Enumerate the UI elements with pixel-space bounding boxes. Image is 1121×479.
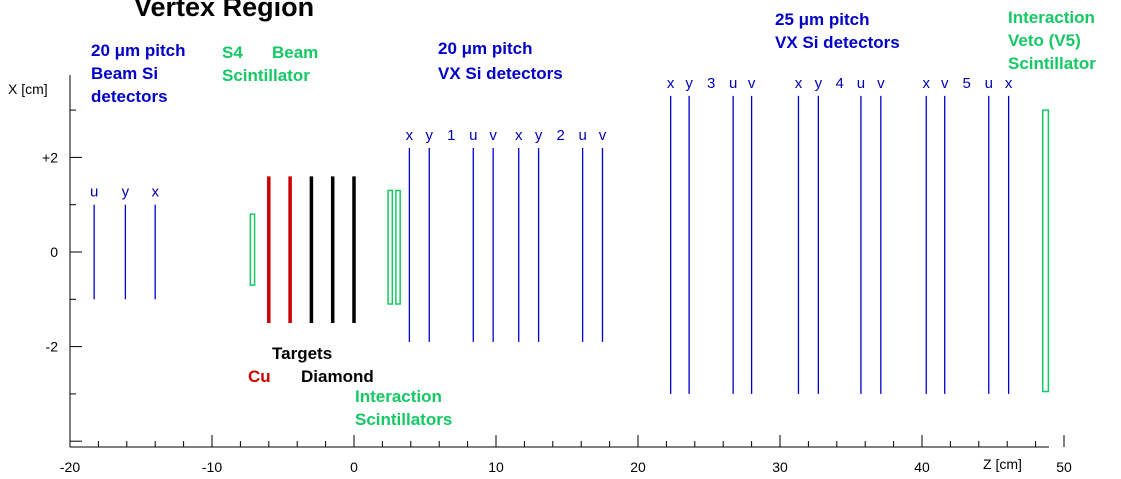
int-scint-line1: Interaction xyxy=(355,387,442,406)
beam-scint-line1: Beam xyxy=(272,43,318,62)
vx-station-label: 1 xyxy=(447,127,455,144)
veto-scintillator xyxy=(1041,109,1050,393)
beam-scint-line2: Scintillator xyxy=(222,66,310,85)
vx-plane-label: v xyxy=(489,127,497,144)
vx-plane-label: u xyxy=(857,75,865,92)
y-tick-label: +2 xyxy=(42,149,58,165)
vx-plane-label: u xyxy=(469,127,477,144)
vx-plane-label: x xyxy=(1005,75,1013,92)
vx-plane-label: x xyxy=(406,127,414,144)
vx-plane-label: x xyxy=(515,127,523,144)
x-tick-label: -10 xyxy=(202,459,222,475)
y-tick-label: -2 xyxy=(46,339,59,355)
vx-plane-label: x xyxy=(795,75,803,92)
beam-si-line3: detectors xyxy=(91,87,168,106)
vx-plane-label: u xyxy=(578,127,586,144)
targets-annotation: Targets Cu Diamond xyxy=(248,344,374,386)
veto-line3: Scintillator xyxy=(1008,54,1096,73)
vx-station-label: 3 xyxy=(707,75,715,92)
vx-plane-label: y xyxy=(815,75,823,92)
veto-annotation: Interaction Veto (V5) Scintillator xyxy=(1008,8,1096,73)
vx-plane-label: v xyxy=(941,75,949,92)
vx-station-label: 5 xyxy=(963,75,971,92)
x-tick-label: 20 xyxy=(630,459,646,475)
vx20-pitch: 20 μm pitch xyxy=(438,39,532,58)
vx25-line2: VX Si detectors xyxy=(775,33,900,52)
vx20-annotation: 20 μm pitch VX Si detectors xyxy=(438,39,563,83)
x-tick-label: 50 xyxy=(1056,459,1072,475)
beam-si-plane-label: x xyxy=(151,184,159,201)
vx-plane-label: x xyxy=(923,75,931,92)
veto-line1: Interaction xyxy=(1008,8,1095,27)
x-tick-label: 0 xyxy=(350,459,358,475)
vx-plane-label: y xyxy=(685,75,693,92)
x-tick-label: -20 xyxy=(60,459,80,475)
x-tick-label: 10 xyxy=(488,459,504,475)
y-tick-label: 0 xyxy=(50,244,58,260)
interaction-scintillator xyxy=(387,189,394,305)
vx-plane-label: u xyxy=(985,75,993,92)
vx-plane-label: x xyxy=(667,75,675,92)
beam-si-plane-label: y xyxy=(122,184,130,201)
axes xyxy=(69,75,1049,448)
vx-station-label: 4 xyxy=(835,75,843,92)
vx-plane-label: u xyxy=(729,75,737,92)
vx25-annotation: 25 μm pitch VX Si detectors xyxy=(775,10,900,52)
cu-label: Cu xyxy=(248,367,271,386)
targets-label: Targets xyxy=(272,344,332,363)
s4-label: S4 xyxy=(222,43,243,62)
beam-si-annotation: 20 μm pitch Beam Si detectors xyxy=(91,41,185,106)
diagram-title: Vertex Region xyxy=(134,0,314,22)
int-scint-line2: Scintillators xyxy=(355,410,452,429)
interaction-scintillator xyxy=(395,189,401,305)
x-tick-label: 40 xyxy=(914,459,930,475)
vx-plane-label: v xyxy=(599,127,607,144)
diamond-label: Diamond xyxy=(301,367,374,386)
s4-scintillator xyxy=(249,213,256,286)
x-axis-label: Z [cm] xyxy=(983,456,1022,472)
beam-scintillator-annotation: S4 Beam Scintillator xyxy=(222,43,318,85)
beam-si-plane-label: u xyxy=(90,184,98,201)
vx-plane-label: v xyxy=(748,75,756,92)
interaction-scint-annotation: Interaction Scintillators xyxy=(355,387,452,429)
vx-plane-label: v xyxy=(877,75,885,92)
vx-plane-label: y xyxy=(426,127,434,144)
x-tick-label: 30 xyxy=(772,459,788,475)
veto-line2: Veto (V5) xyxy=(1008,31,1081,50)
vx25-pitch: 25 μm pitch xyxy=(775,10,869,29)
beam-si-line2: Beam Si xyxy=(91,64,158,83)
y-axis-label: X [cm] xyxy=(8,81,48,97)
vx-station-label: 2 xyxy=(556,127,564,144)
vx-plane-label: y xyxy=(535,127,543,144)
vx20-line2: VX Si detectors xyxy=(438,64,563,83)
beam-si-pitch: 20 μm pitch xyxy=(91,41,185,60)
